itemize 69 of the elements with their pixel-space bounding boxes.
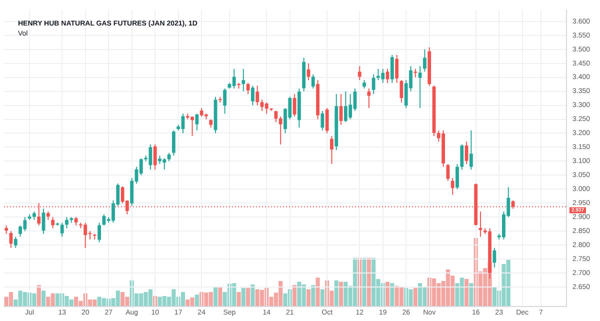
candlestick <box>330 136 334 164</box>
bar <box>352 258 357 307</box>
bar <box>418 283 422 307</box>
bar <box>260 290 264 307</box>
candlestick <box>153 144 157 170</box>
candlestick <box>390 54 394 84</box>
candlestick <box>232 68 236 89</box>
bar <box>464 279 469 307</box>
bar <box>311 285 316 307</box>
bar <box>218 287 222 307</box>
candlestick <box>450 177 454 196</box>
bar <box>372 258 376 307</box>
candlestick <box>456 163 459 190</box>
bar <box>194 294 199 307</box>
candlestick <box>395 54 399 84</box>
candlestick <box>246 82 250 95</box>
bar <box>148 289 152 307</box>
bar <box>385 282 390 307</box>
candlestick <box>264 102 268 114</box>
bar <box>469 283 474 307</box>
bar <box>399 287 404 307</box>
candlestick <box>320 110 324 131</box>
bar <box>36 285 41 307</box>
bar <box>213 286 218 307</box>
bar <box>250 284 255 307</box>
candlestick <box>469 130 473 170</box>
bar <box>292 285 297 307</box>
bar <box>390 283 394 307</box>
candlestick <box>278 116 282 145</box>
bar <box>241 288 246 307</box>
bar <box>362 258 366 307</box>
bar <box>236 292 241 307</box>
bar <box>366 258 371 307</box>
candlestick <box>98 222 101 243</box>
candlestick <box>367 88 371 109</box>
bar <box>413 288 418 307</box>
candlestick <box>492 247 496 268</box>
candlestick <box>311 74 315 89</box>
candlestick <box>358 66 362 81</box>
candlestick <box>386 68 390 84</box>
candlestick <box>325 108 329 134</box>
bar <box>120 292 125 307</box>
bar <box>334 280 338 307</box>
bar <box>41 290 46 307</box>
bar <box>74 296 78 307</box>
candlestick <box>172 130 176 156</box>
candlestick <box>251 85 254 106</box>
bar <box>338 282 344 307</box>
bar <box>316 278 320 307</box>
bar <box>306 289 311 307</box>
candlestick <box>418 66 422 109</box>
candlestick <box>195 113 199 131</box>
candlestick <box>223 88 227 114</box>
candlestick <box>423 48 426 72</box>
candlestick <box>306 62 310 81</box>
candlestick <box>65 216 68 229</box>
candlestick <box>372 74 376 95</box>
candlestick <box>242 68 246 92</box>
candlestick <box>460 144 464 170</box>
candlestick <box>446 163 450 182</box>
bar <box>320 289 324 307</box>
candlestick <box>51 216 55 229</box>
bar <box>8 292 14 307</box>
bar <box>180 292 185 307</box>
bar <box>246 288 250 307</box>
bar <box>432 278 436 307</box>
candlestick <box>256 85 260 106</box>
candlestick <box>14 236 18 248</box>
candlestick <box>60 222 64 238</box>
